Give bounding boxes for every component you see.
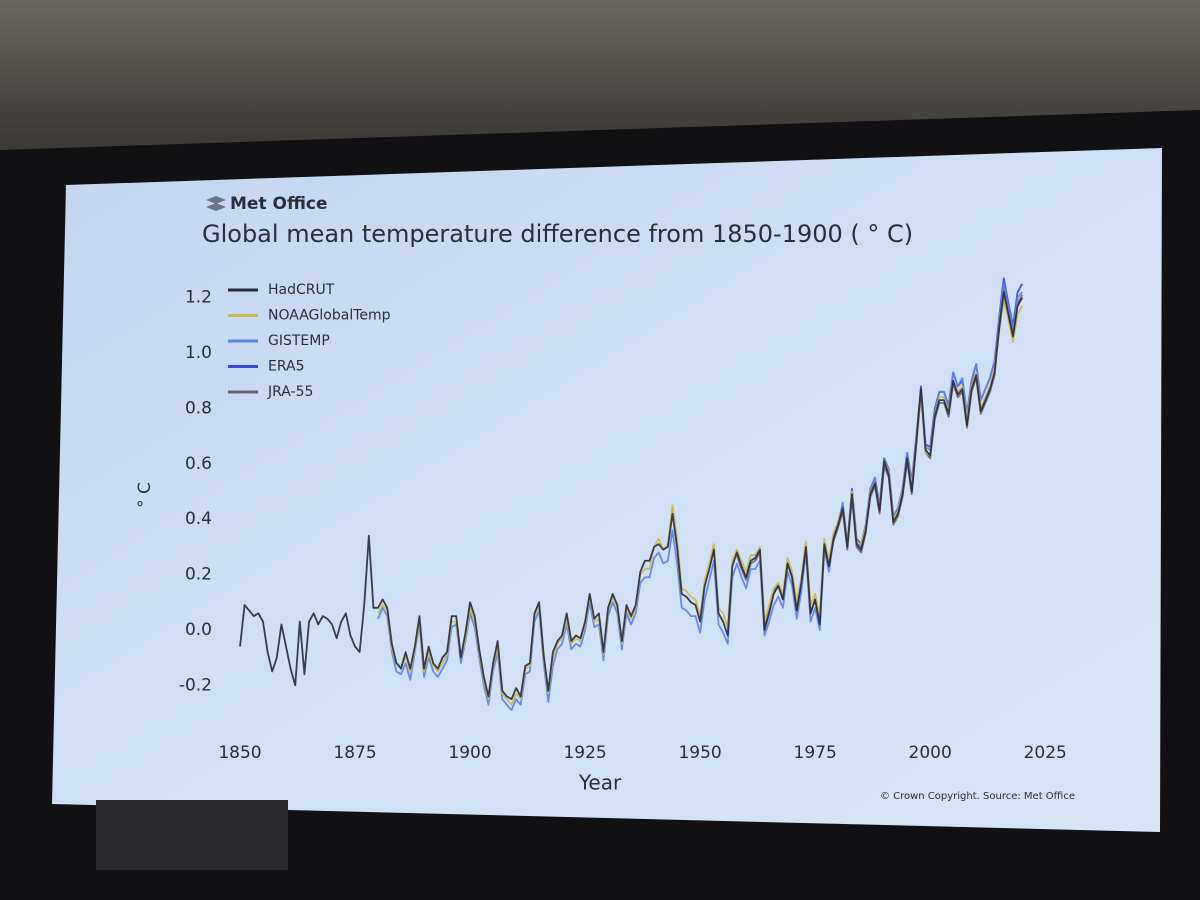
legend-label: JRA-55 (267, 384, 313, 400)
legend-label: NOAAGlobalTemp (268, 308, 391, 324)
y-tick-label: 0.2 (185, 565, 212, 585)
y-tick-label: 1.0 (185, 343, 212, 363)
legend-label: ERA5 (268, 359, 305, 375)
chart: Met Office Global mean temperature diffe… (135, 194, 1075, 802)
y-tick-label: 0.4 (185, 509, 212, 529)
y-tick-label: 0.6 (185, 454, 212, 474)
y-tick-label: -0.2 (179, 675, 212, 695)
legend-label: HadCRUT (268, 282, 335, 298)
projector (96, 800, 288, 870)
x-tick-label: 1875 (333, 743, 376, 763)
data-line (239, 291, 1023, 701)
chart-title: Global mean temperature difference from … (202, 220, 913, 248)
brand: Met Office (230, 194, 328, 214)
legend-label: GISTEMP (268, 333, 330, 349)
x-tick-label: 1975 (794, 743, 837, 763)
slide (52, 148, 1162, 832)
x-tick-label: 2000 (909, 743, 952, 763)
y-axis-label: ° C (135, 482, 155, 508)
x-axis-label: Year (578, 771, 622, 795)
y-tick-label: 1.2 (185, 288, 212, 308)
x-tick-label: 1850 (218, 743, 261, 763)
x-tick-label: 1900 (448, 743, 491, 763)
y-tick-label: 0.8 (185, 398, 212, 418)
x-tick-label: 1925 (563, 743, 606, 763)
x-tick-label: 1950 (678, 743, 721, 763)
y-tick-label: 0.0 (185, 620, 212, 640)
logo-icon (206, 196, 226, 211)
source-note: © Crown Copyright. Source: Met Office (880, 791, 1075, 802)
x-tick-label: 2025 (1024, 743, 1067, 763)
